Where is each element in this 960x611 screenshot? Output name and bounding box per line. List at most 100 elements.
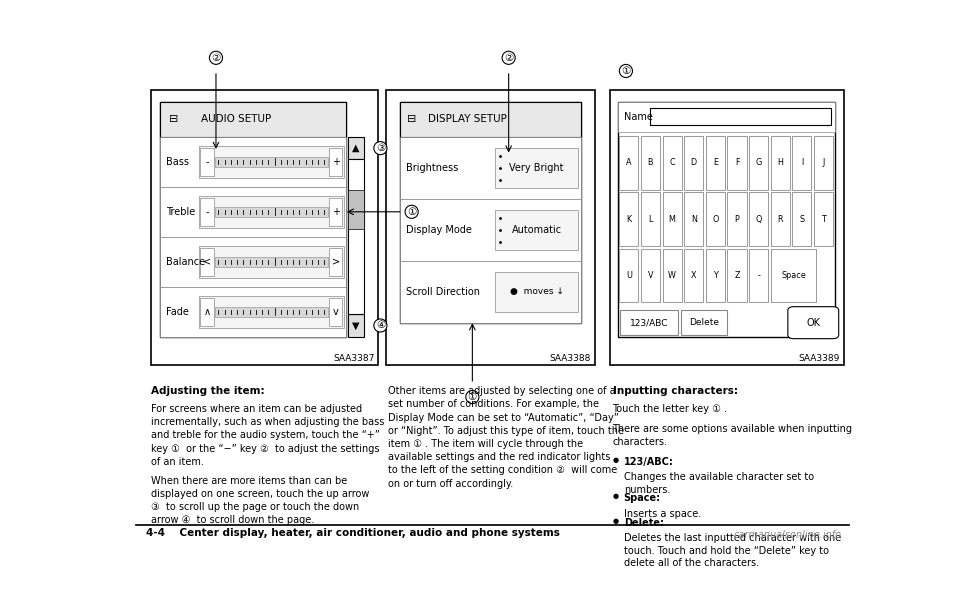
Bar [749, 249, 768, 302]
Text: M: M [668, 214, 676, 224]
Text: Scroll Direction: Scroll Direction [406, 287, 480, 297]
Bar [494, 210, 578, 250]
Text: ●: ● [612, 457, 618, 463]
Text: SAA3387: SAA3387 [333, 354, 374, 363]
Bar [641, 136, 660, 189]
Text: O: O [712, 214, 718, 224]
Bar [610, 90, 844, 365]
Bar [199, 196, 344, 228]
Bar [619, 136, 638, 189]
Text: ▼: ▼ [352, 321, 360, 331]
Text: Changes the available character set to
numbers.: Changes the available character set to n… [624, 472, 814, 495]
Bar [348, 314, 364, 337]
Text: Inserts a space.: Inserts a space. [624, 509, 701, 519]
Bar [399, 137, 581, 199]
Text: J: J [823, 158, 825, 167]
Bar [641, 192, 660, 246]
Text: -: - [205, 157, 208, 167]
Bar [662, 192, 682, 246]
Bar [749, 136, 768, 189]
Bar [684, 192, 704, 246]
Bar [329, 248, 343, 276]
Bar [348, 159, 364, 314]
Text: B: B [648, 158, 653, 167]
Bar [399, 101, 581, 323]
Bar [814, 136, 833, 189]
Text: 123/ABC:: 123/ABC: [624, 457, 674, 467]
Text: SAA3388: SAA3388 [549, 354, 591, 363]
Text: Space: Space [781, 271, 805, 280]
Text: N: N [691, 214, 697, 224]
Text: ②: ② [504, 53, 514, 63]
Text: For screens where an item can be adjusted
incrementally, such as when adjusting : For screens where an item can be adjuste… [152, 404, 385, 467]
Bar [399, 101, 581, 137]
Text: +: + [332, 157, 340, 167]
Text: carmanualsonline.info: carmanualsonline.info [733, 530, 842, 540]
Text: C: C [669, 158, 675, 167]
Bar [348, 137, 364, 159]
Text: Y: Y [713, 271, 718, 280]
Bar [160, 137, 347, 187]
Text: R: R [778, 214, 783, 224]
Bar [706, 249, 725, 302]
Bar [706, 192, 725, 246]
Text: -: - [205, 207, 208, 217]
Bar [682, 310, 727, 335]
Bar [199, 296, 344, 328]
Text: F: F [734, 158, 739, 167]
Bar [160, 101, 347, 137]
Bar [160, 187, 347, 237]
Text: Inputting characters:: Inputting characters: [612, 386, 737, 396]
Bar [684, 136, 704, 189]
Text: ⊟: ⊟ [407, 114, 417, 124]
Bar [728, 136, 747, 189]
Text: ∧: ∧ [204, 307, 210, 316]
Bar [215, 257, 327, 266]
Text: There are some options available when inputting
characters.: There are some options available when in… [612, 424, 852, 447]
Text: E: E [713, 158, 718, 167]
Text: Balance: Balance [166, 257, 205, 267]
Text: Display Mode: Display Mode [406, 225, 471, 235]
Text: +: + [332, 207, 340, 217]
Bar [684, 249, 704, 302]
Text: >: > [332, 257, 340, 267]
Text: Brightness: Brightness [406, 163, 458, 173]
Text: T: T [821, 214, 826, 224]
Bar [386, 90, 594, 365]
Bar [749, 192, 768, 246]
Text: SAA3389: SAA3389 [799, 354, 840, 363]
Bar [618, 101, 835, 132]
Bar [215, 207, 327, 217]
Bar [160, 101, 347, 337]
FancyBboxPatch shape [788, 307, 839, 338]
Bar [160, 287, 347, 337]
Bar [650, 108, 830, 125]
Text: K: K [626, 214, 632, 224]
Text: ●  moves ↓: ● moves ↓ [510, 287, 564, 296]
Text: U: U [626, 271, 632, 280]
Bar [792, 136, 811, 189]
Bar [199, 145, 344, 178]
Text: S: S [800, 214, 804, 224]
Text: Very Bright: Very Bright [510, 163, 564, 173]
Bar [152, 90, 378, 365]
Text: 4-4    Center display, heater, air conditioner, audio and phone systems: 4-4 Center display, heater, air conditio… [146, 529, 560, 538]
Text: A: A [626, 158, 632, 167]
Text: DISPLAY SETUP: DISPLAY SETUP [428, 114, 507, 124]
Text: Space:: Space: [624, 494, 660, 503]
Text: Treble: Treble [166, 207, 196, 217]
Text: Bass: Bass [166, 157, 189, 167]
Bar [160, 237, 347, 287]
Bar [201, 298, 214, 326]
Text: <: < [203, 257, 211, 267]
Text: When there are more items than can be
displayed on one screen, touch the up arro: When there are more items than can be di… [152, 475, 370, 525]
Text: Adjusting the item:: Adjusting the item: [152, 386, 265, 396]
Text: AUDIO SETUP: AUDIO SETUP [201, 114, 272, 124]
Text: V: V [648, 271, 653, 280]
Text: P: P [734, 214, 739, 224]
Text: ●: ● [612, 494, 618, 499]
Bar [399, 261, 581, 323]
Bar [619, 249, 638, 302]
Text: ①: ① [621, 66, 631, 76]
Text: Other items are adjusted by selecting one of a
set number of conditions. For exa: Other items are adjusted by selecting on… [388, 386, 624, 489]
